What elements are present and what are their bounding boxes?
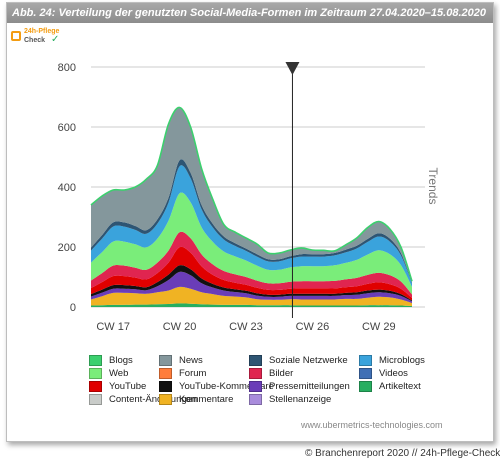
x-tick-label: CW 29 bbox=[362, 321, 396, 333]
y-tick-label: 0 bbox=[70, 302, 76, 314]
legend-swatch bbox=[359, 368, 372, 379]
area-artikeltext bbox=[91, 303, 412, 307]
legend-label: Blogs bbox=[109, 355, 133, 366]
footer-credit: © Branchenreport 2020 // 24h-Pflege-Chec… bbox=[305, 448, 500, 459]
area-kommentare bbox=[91, 286, 412, 307]
legend-swatch bbox=[359, 381, 372, 392]
source-note: www.ubermetrics-technologies.com bbox=[301, 420, 443, 430]
legend-label: YouTube-Kommentare bbox=[179, 381, 274, 392]
brand-logo: 24h-Pflege Check ✓ bbox=[11, 28, 71, 54]
area-web bbox=[91, 192, 412, 295]
legend-label: Content-Änderungen bbox=[109, 394, 198, 405]
legend-swatch bbox=[249, 381, 262, 392]
area-pressemitteilungen bbox=[91, 271, 412, 304]
legend-label: Microblogs bbox=[379, 355, 425, 366]
legend-swatch bbox=[159, 368, 172, 379]
area-youtube-kommentare bbox=[91, 265, 412, 302]
area-layer bbox=[90, 106, 413, 307]
x-tick-label: CW 26 bbox=[296, 321, 330, 333]
axis-layer: 0 200 400 600 800 CW 17 CW 20 CW 23 CW 26 CW 29 Tr… bbox=[58, 62, 440, 333]
legend-label: Forum bbox=[179, 368, 207, 379]
figure-title: Abb. 24: Verteilung der genutzten Social… bbox=[7, 3, 493, 23]
marker-layer bbox=[285, 62, 300, 318]
legend-label: Videos bbox=[379, 368, 408, 379]
legend-label: Web bbox=[109, 368, 129, 379]
legend-label: YouTube bbox=[109, 381, 147, 392]
logo-box-icon bbox=[11, 31, 21, 41]
legend-label: News bbox=[179, 355, 203, 366]
x-tick-label: CW 20 bbox=[163, 321, 197, 333]
legend-swatch bbox=[249, 355, 262, 366]
legend-swatch bbox=[159, 355, 172, 366]
y-tick-label: 200 bbox=[58, 242, 76, 254]
legend-swatch bbox=[89, 368, 102, 379]
area-microblogs bbox=[91, 165, 412, 287]
checkmark-icon: ✓ bbox=[51, 34, 60, 45]
y-tick-label: 400 bbox=[58, 182, 76, 194]
legend-swatch bbox=[249, 368, 262, 379]
legend-swatch bbox=[359, 355, 372, 366]
logo-line-1: 24h-Pflege bbox=[24, 28, 60, 35]
area-news bbox=[91, 107, 412, 283]
area-bilder bbox=[91, 231, 412, 298]
area-youtube bbox=[91, 246, 412, 301]
legend-label: Artikeltext bbox=[379, 381, 421, 392]
legend-swatch bbox=[249, 394, 262, 405]
y-axis-label: Trends bbox=[426, 168, 440, 205]
y-tick-label: 600 bbox=[58, 122, 76, 134]
figure-frame: Abb. 24: Verteilung der genutzten Social… bbox=[6, 2, 494, 442]
x-tick-label: CW 17 bbox=[96, 321, 130, 333]
area-soziale-netzwerke bbox=[91, 159, 412, 284]
legend-swatch bbox=[159, 394, 172, 405]
legend-swatch bbox=[89, 381, 102, 392]
logo-line-2: Check bbox=[24, 37, 46, 44]
legend-label: Kommentare bbox=[179, 394, 234, 405]
legend-swatch bbox=[159, 381, 172, 392]
legend-label: Soziale Netzwerke bbox=[269, 355, 348, 366]
time-marker-handle bbox=[285, 62, 300, 75]
total-outline bbox=[90, 106, 413, 282]
legend-label: Bilder bbox=[269, 368, 294, 379]
legend-label: Stellenanzeige bbox=[269, 394, 332, 405]
y-tick-label: 800 bbox=[58, 62, 76, 74]
legend-swatch bbox=[89, 394, 102, 405]
legend-label: Pressemitteilungen bbox=[269, 381, 350, 392]
legend-swatch bbox=[89, 355, 102, 366]
x-tick-label: CW 23 bbox=[229, 321, 263, 333]
